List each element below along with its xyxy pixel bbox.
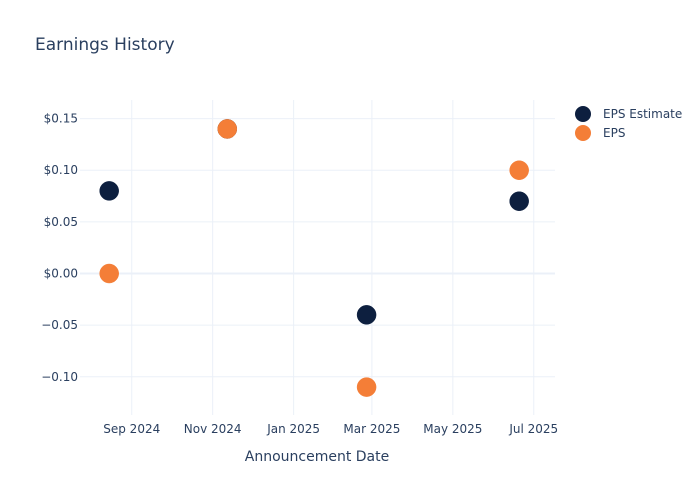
y-axis-tick-labels: $0.15 $0.10 $0.05 $0.00 −0.05 −0.10 <box>41 112 78 384</box>
y-tick-label: −0.05 <box>41 318 78 332</box>
legend-marker <box>575 125 591 141</box>
x-tick-label: Jan 2025 <box>266 422 320 436</box>
x-axis-tick-labels: Sep 2024 Nov 2024 Jan 2025 Mar 2025 May 2025… <box>103 422 558 436</box>
x-axis-title: Announcement Date <box>245 449 389 465</box>
x-tick-label: Nov 2024 <box>184 422 242 436</box>
grid-lines <box>80 100 555 415</box>
chart-title: Earnings History <box>35 35 175 55</box>
legend-label: EPS <box>603 126 625 140</box>
legend-marker <box>575 106 591 122</box>
series-1 <box>99 119 529 397</box>
y-tick-label: $0.15 <box>44 112 78 126</box>
data-points <box>99 119 529 397</box>
x-tick-label: Mar 2025 <box>343 422 400 436</box>
data-point[interactable] <box>217 119 238 139</box>
x-tick-label: Jul 2025 <box>508 422 558 436</box>
legend-item[interactable]: EPS Estimate <box>575 106 682 122</box>
y-tick-label: −0.10 <box>41 370 78 384</box>
data-point[interactable] <box>99 181 119 201</box>
data-point[interactable] <box>509 160 529 180</box>
legend-item[interactable]: EPS <box>575 125 625 141</box>
y-tick-label: $0.10 <box>44 163 78 177</box>
x-tick-label: Sep 2024 <box>103 422 160 436</box>
data-point[interactable] <box>509 191 529 211</box>
y-tick-label: $0.05 <box>44 215 78 229</box>
data-point[interactable] <box>99 263 119 284</box>
data-point[interactable] <box>356 377 377 397</box>
legend-label: EPS Estimate <box>603 107 682 121</box>
y-tick-label: $0.00 <box>44 267 78 281</box>
x-tick-label: May 2025 <box>423 422 482 436</box>
legend: EPS Estimate EPS <box>575 106 682 141</box>
data-point[interactable] <box>356 305 377 325</box>
